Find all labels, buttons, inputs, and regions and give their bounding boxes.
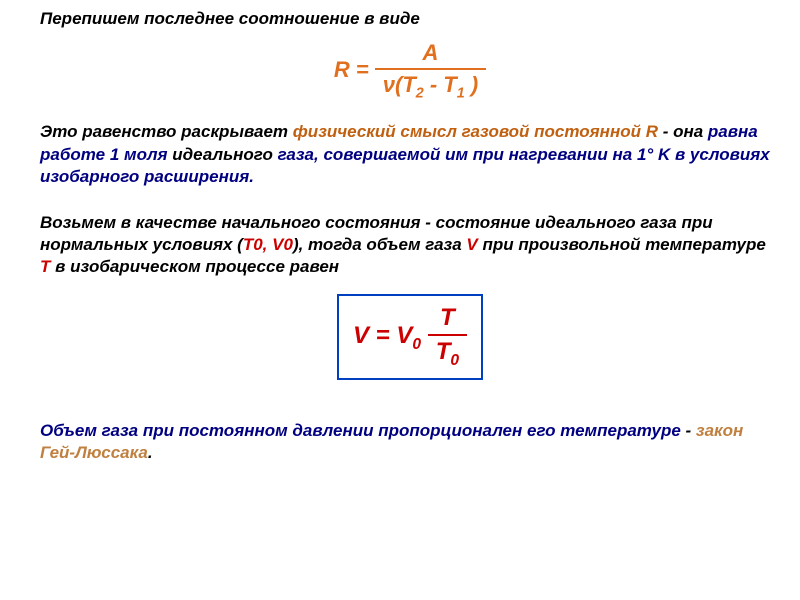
den-sub: 2	[416, 85, 424, 101]
den-sub: 0	[450, 352, 459, 369]
sym-equals: =	[350, 57, 375, 82]
denominator: T0	[428, 336, 467, 370]
text: .	[148, 443, 153, 462]
paragraph-law: Объем газа при постоянном давлении пропо…	[40, 420, 780, 464]
paragraph-initial-state: Возьмем в качестве начального состояния …	[40, 212, 780, 278]
den-part: - T	[424, 72, 457, 97]
paragraph-intro: Перепишем последнее соотношение в виде	[40, 8, 780, 30]
text-symbol: T	[40, 257, 50, 276]
text: идеального	[168, 145, 278, 164]
den-part: ν(T	[383, 72, 416, 97]
sub-0: 0	[412, 336, 421, 353]
numerator: T	[428, 304, 467, 336]
formula-v: V = V0 TT0	[353, 322, 467, 349]
text: Это равенство раскрывает	[40, 122, 293, 141]
fraction: TT0	[428, 304, 467, 370]
text-symbol: V	[466, 235, 477, 254]
text: ), тогда объем газа	[293, 235, 466, 254]
text: при произвольной температуре	[478, 235, 766, 254]
text-symbol: T0, V0	[243, 235, 293, 254]
text: -	[686, 421, 696, 440]
fraction: Aν(T2 - T1 )	[375, 40, 486, 101]
space	[421, 322, 428, 349]
sym-R: R	[334, 57, 350, 82]
text: - она	[658, 122, 708, 141]
text-highlight: физический смысл газовой постоянной R	[293, 122, 658, 141]
den-part: T	[436, 338, 451, 365]
sym-V0: V	[396, 322, 412, 349]
text-highlight: Объем газа при постоянном давлении пропо…	[40, 421, 686, 440]
slide: Перепишем последнее соотношение в виде R…	[0, 0, 800, 600]
sym-V: V	[353, 322, 369, 349]
denominator: ν(T2 - T1 )	[375, 70, 486, 101]
formula-v-wrap: V = V0 TT0	[40, 288, 780, 380]
formula-r: R = Aν(T2 - T1 )	[40, 40, 780, 101]
paragraph-meaning: Это равенство раскрывает физический смыс…	[40, 121, 780, 187]
formula-r-lhs: R = Aν(T2 - T1 )	[334, 57, 486, 82]
numerator: A	[375, 40, 486, 70]
text: в изобарическом процессе равен	[50, 257, 339, 276]
formula-box: V = V0 TT0	[337, 294, 483, 380]
den-sub: 1	[457, 85, 465, 101]
sym-equals: =	[369, 322, 396, 349]
den-part: )	[465, 72, 478, 97]
